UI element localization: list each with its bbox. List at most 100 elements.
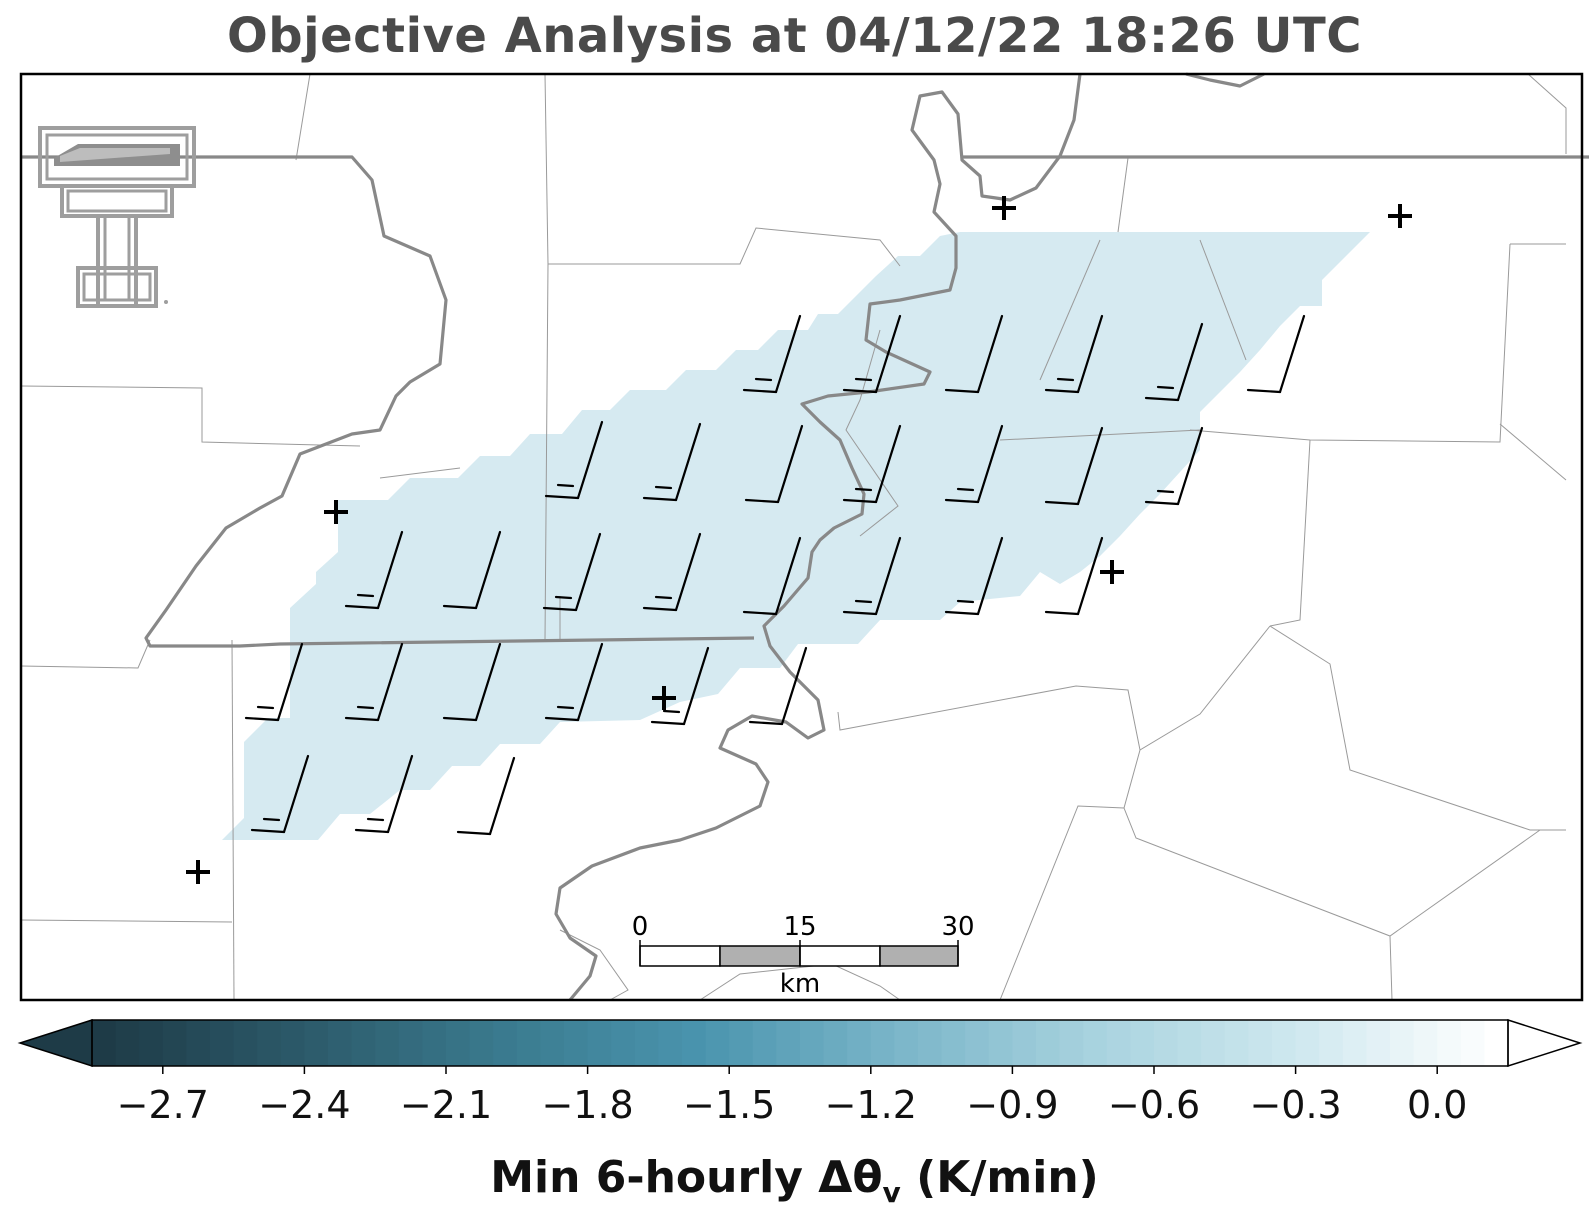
county-line: [379, 467, 461, 479]
wind-barb: [250, 754, 310, 834]
wind-barb: [744, 424, 804, 504]
colorbar-segment: [1484, 1020, 1508, 1066]
colorbar-segment: [422, 1020, 447, 1066]
colorbar-segment: [1154, 1020, 1179, 1066]
wind-barb: [842, 424, 902, 504]
colorbar-segment: [398, 1020, 423, 1066]
colorbar-label-unit: (K/min): [900, 1152, 1099, 1203]
map-frame: [19, 72, 1584, 1002]
wind-barb: [1044, 426, 1104, 506]
scale-bar: 0 15 30 km: [632, 912, 975, 999]
colorbar-tick-label: −0.6: [1108, 1083, 1200, 1127]
wind-barb: [1044, 314, 1104, 394]
colorbar-segment: [776, 1020, 801, 1066]
wind-barb: [544, 642, 604, 722]
wind-barb: [842, 314, 902, 394]
colorbar-outline: [91, 1019, 1509, 1067]
colorbar-label: Min 6-hourly Δθv (K/min): [0, 1152, 1589, 1209]
colorbar-segment: [1248, 1020, 1273, 1066]
wind-barb: [344, 530, 404, 610]
colorbar-segment: [186, 1020, 211, 1066]
colorbar-segment: [823, 1020, 848, 1066]
wind-barb: [1144, 322, 1204, 402]
colorbar-segment: [469, 1020, 494, 1066]
wind-barb: [842, 536, 902, 616]
colorbar-segment: [752, 1020, 777, 1066]
colorbar-segment: [658, 1020, 683, 1066]
colorbar-label-main: Min 6-hourly Δθ: [490, 1152, 883, 1203]
station-plus-marker: [324, 500, 348, 524]
colorbar-tick-label: −1.2: [825, 1083, 917, 1127]
station-plus-marker: [186, 860, 210, 884]
wind-barb: [542, 532, 602, 612]
scale-bar-unit: km: [780, 969, 820, 999]
colorbar-ticks: −2.7 −2.4 −2.1 −1.8 −1.5 −1.2 −0.9 −0.6 −0.3 0.0: [117, 1066, 1467, 1127]
colorbar-tick-label: −1.5: [683, 1083, 775, 1127]
colorbar-segment: [516, 1020, 541, 1066]
colorbar-segment: [446, 1020, 471, 1066]
colorbar-segment: [1083, 1020, 1108, 1066]
colorbar-segment: [587, 1020, 612, 1066]
wind-barb: [944, 314, 1004, 394]
wind-barb: [748, 646, 808, 726]
colorbar-min-extension: [17, 1018, 93, 1068]
colorbar-segment: [1342, 1020, 1367, 1066]
colorbar-segment: [1413, 1020, 1438, 1066]
county-line: [837, 625, 1271, 751]
colorbar-segment: [162, 1020, 187, 1066]
colorbar-segment: [611, 1020, 636, 1066]
colorbar-segment: [139, 1020, 164, 1066]
colorbar-segment: [304, 1020, 329, 1066]
colorbar-segment: [1059, 1020, 1084, 1066]
colorbar-segment: [1366, 1020, 1391, 1066]
colorbar-segment: [847, 1020, 872, 1066]
colorbar-segment: [1177, 1020, 1202, 1066]
scale-bar-label-30: 30: [941, 912, 974, 942]
rivers: [21, 72, 1589, 1002]
station-plus-marker: [1388, 204, 1412, 228]
colorbar-segment: [564, 1020, 589, 1066]
county-line: [20, 639, 151, 669]
colorbar-segment: [115, 1020, 140, 1066]
scale-bar-label-15: 15: [783, 912, 816, 942]
wind-barb: [944, 536, 1004, 616]
wind-barbs: [244, 314, 1306, 836]
county-line: [20, 385, 361, 447]
colorbar-segment: [351, 1020, 376, 1066]
colorbar-segment: [280, 1020, 305, 1066]
wind-barb: [442, 642, 502, 722]
colorbar-segment: [918, 1020, 943, 1066]
colorbar-segment: [1201, 1020, 1226, 1066]
colorbar-tick-label: −2.7: [117, 1083, 209, 1127]
wind-barb: [442, 530, 502, 610]
colorbar-segment: [634, 1020, 659, 1066]
county-boundaries: [20, 73, 1567, 1001]
county-line: [1527, 73, 1567, 154]
colorbar-segment: [1106, 1020, 1131, 1066]
river-line: [21, 155, 755, 648]
texas-tech-double-t-logo: [38, 126, 196, 308]
colorbar-segment: [1295, 1020, 1320, 1066]
colorbar-max-extension: [1507, 1018, 1583, 1068]
colorbar-segment: [257, 1020, 282, 1066]
colorbar-segment: [800, 1020, 825, 1066]
county-line: [559, 929, 629, 1001]
colorbar-segment: [1272, 1020, 1297, 1066]
colorbar-label-subscript: v: [882, 1175, 901, 1209]
wind-barb: [354, 754, 414, 834]
wind-barb: [642, 422, 702, 502]
colorbar-segment: [894, 1020, 919, 1066]
county-line: [20, 919, 233, 923]
colorbar-tick-label: −0.9: [966, 1083, 1058, 1127]
colorbar-segment: [988, 1020, 1013, 1066]
colorbar-tick-label: −0.3: [1249, 1083, 1341, 1127]
wind-barb: [742, 536, 802, 616]
station-plus-marker: [652, 686, 676, 710]
river-line: [554, 73, 1082, 1002]
map-title: Objective Analysis at 04/12/22 18:26 UTC: [227, 8, 1362, 64]
colorbar-segment: [1437, 1020, 1462, 1066]
colorbar-segment: [328, 1020, 353, 1066]
colorbar-segment: [705, 1020, 730, 1066]
wind-barb: [1246, 314, 1306, 394]
